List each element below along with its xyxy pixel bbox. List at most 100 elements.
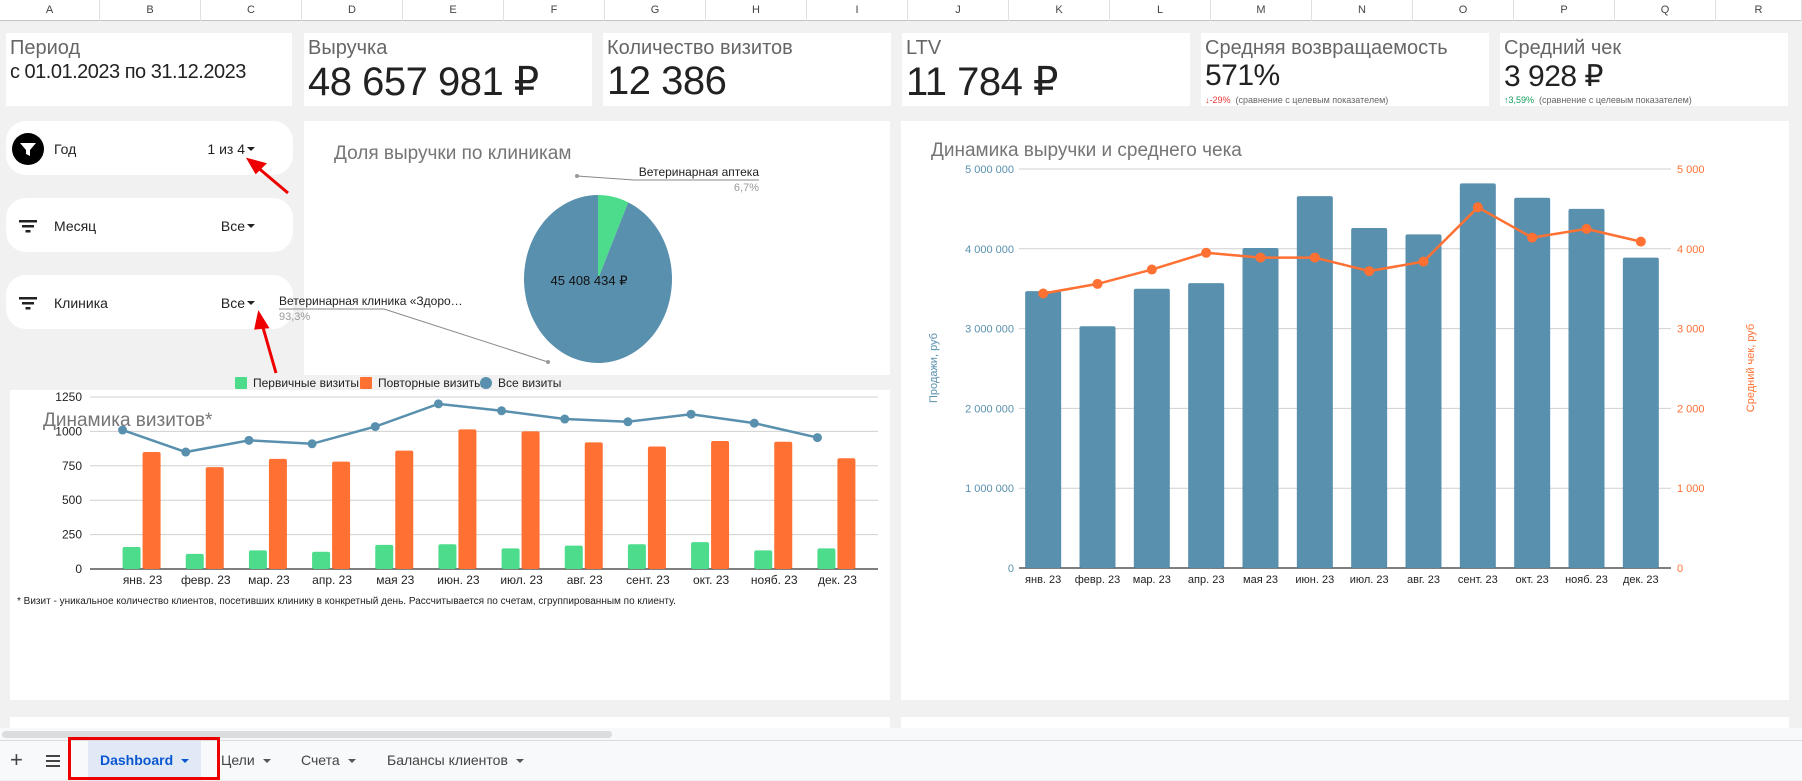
- filter-icon: [19, 220, 37, 233]
- revenue-chart-card: Динамика выручки и среднего чека 0 0 1 000…: [901, 121, 1789, 700]
- filter-month[interactable]: Месяц Все: [6, 198, 293, 252]
- tab-dashboard-label: Dashboard: [100, 752, 174, 768]
- line-all-visits: [122, 402, 818, 454]
- column-header-O[interactable]: O: [1413, 0, 1514, 21]
- pie-chart-card: Доля выручки по клиникам Ветеринарная ап…: [279, 121, 890, 375]
- arrow-annotation: [260, 323, 278, 374]
- bar-revenue: [1459, 183, 1496, 568]
- column-header-E[interactable]: E: [403, 0, 504, 21]
- kpi-period-card: Период с 01.01.2023 по 31.12.2023: [6, 33, 292, 106]
- bar-revenue: [1242, 248, 1279, 568]
- bar-repeat-visits: [711, 441, 730, 569]
- bar-revenue: [1188, 283, 1225, 568]
- column-header-I[interactable]: I: [807, 0, 908, 21]
- x-tick-label: окт. 23: [693, 573, 730, 587]
- legend-label: Первичные визиты: [253, 376, 359, 390]
- column-header-K[interactable]: K: [1009, 0, 1110, 21]
- column-header-B[interactable]: B: [100, 0, 201, 21]
- chevron-down-icon[interactable]: [247, 301, 255, 305]
- column-header-P[interactable]: P: [1514, 0, 1615, 21]
- column-header-F[interactable]: F: [504, 0, 605, 21]
- bar-revenue: [1079, 326, 1116, 568]
- filter-clinic-value[interactable]: Все: [220, 295, 245, 311]
- pie-chart-title: Доля выручки по клиникам: [334, 143, 572, 164]
- y-tick-label: 750: [62, 459, 82, 473]
- chevron-down-icon[interactable]: [247, 147, 255, 151]
- x-tick-label: сент. 23: [1458, 574, 1498, 586]
- y-tick-label: 5 000 000: [965, 164, 1014, 176]
- chevron-down-icon[interactable]: [347, 759, 356, 764]
- chevron-down-icon[interactable]: [247, 224, 255, 228]
- x-tick-label: апр. 23: [1188, 574, 1225, 586]
- y2-tick-label: 1 000: [1677, 483, 1705, 495]
- kpi-avg-check-value: 3 928 ₽: [1504, 60, 1604, 93]
- column-header-R[interactable]: R: [1716, 0, 1802, 21]
- tab-goals[interactable]: Цели: [221, 741, 271, 781]
- point-all-visits: [686, 409, 696, 419]
- tab-invoices-label: Счета: [301, 752, 340, 768]
- column-header-H[interactable]: H: [706, 0, 807, 21]
- point-all-visits: [497, 406, 507, 416]
- kpi-retention-value: 571%: [1205, 59, 1280, 92]
- tab-goals-label: Цели: [221, 752, 255, 768]
- pie-percent-label: 93,3%: [279, 311, 310, 323]
- tab-dashboard[interactable]: Dashboard: [88, 741, 202, 781]
- x-tick-label: мар. 23: [248, 573, 290, 587]
- filter-icon: [19, 297, 37, 310]
- kpi-visits-label: Количество визитов: [607, 37, 793, 59]
- bar-revenue: [1296, 196, 1333, 568]
- all-sheets-menu-icon[interactable]: [46, 755, 60, 767]
- y-tick-label: 2 000 000: [965, 403, 1014, 415]
- bar-repeat-visits: [205, 467, 224, 569]
- x-tick-label: дек. 23: [1623, 574, 1659, 586]
- filter-month-label: Месяц: [54, 218, 97, 234]
- filter-year-value[interactable]: 1 из 4: [207, 141, 245, 157]
- column-header-A[interactable]: A: [0, 0, 100, 21]
- column-header-M[interactable]: M: [1211, 0, 1312, 21]
- kpi-period-value: с 01.01.2023 по 31.12.2023: [10, 61, 246, 83]
- x-tick-label: июн. 23: [437, 573, 480, 587]
- x-tick-label: нояб. 23: [1565, 574, 1608, 586]
- chevron-down-icon[interactable]: [515, 759, 524, 764]
- column-header-Q[interactable]: Q: [1615, 0, 1716, 21]
- column-header-C[interactable]: C: [201, 0, 302, 21]
- bar-primary-visits: [122, 546, 141, 569]
- filter-month-value[interactable]: Все: [220, 218, 245, 234]
- x-tick-label: авг. 23: [567, 573, 603, 587]
- horizontal-scrollbar[interactable]: [0, 728, 1802, 740]
- chevron-down-icon[interactable]: [262, 759, 271, 764]
- pie-leader-dot: [575, 174, 579, 178]
- legend-swatch: [360, 377, 372, 389]
- bar-revenue: [1025, 291, 1062, 568]
- filter-clinic[interactable]: Клиника Все: [6, 275, 293, 329]
- kpi-avg-check-delta-row: ↑3,59% (сравнение с целевым показателем): [1504, 95, 1692, 105]
- visits-footnote: * Визит - уникальное количество клиентов…: [17, 596, 676, 607]
- column-header-L[interactable]: L: [1110, 0, 1211, 21]
- y-tick-label: 250: [62, 528, 82, 542]
- bar-primary-visits: [248, 550, 267, 569]
- point-all-visits: [560, 414, 570, 424]
- filter-year[interactable]: Год 1 из 4: [6, 121, 293, 175]
- point-all-visits: [244, 435, 254, 445]
- column-header-J[interactable]: J: [908, 0, 1009, 21]
- scrollbar-thumb[interactable]: [2, 731, 612, 738]
- visits-chart-card: Динамика визитов* 0 250 500 750 1000 1250 янв.…: [10, 376, 890, 700]
- column-header-D[interactable]: D: [302, 0, 403, 21]
- point-avg-check: [1201, 247, 1212, 258]
- bar-revenue: [1133, 288, 1170, 568]
- bar-repeat-visits: [837, 458, 856, 569]
- x-tick-label: февр. 23: [181, 573, 231, 587]
- chevron-down-icon[interactable]: [181, 759, 190, 764]
- tab-client-balances[interactable]: Балансы клиентов: [387, 741, 524, 781]
- point-all-visits: [370, 422, 380, 432]
- tab-invoices[interactable]: Счета: [301, 741, 356, 781]
- y2-tick-label: 2 000: [1677, 403, 1705, 415]
- add-sheet-icon[interactable]: +: [10, 747, 23, 772]
- legend-swatch: [235, 377, 247, 389]
- column-header-G[interactable]: G: [605, 0, 706, 21]
- bar-revenue: [1351, 228, 1388, 568]
- bar-repeat-visits: [142, 452, 161, 569]
- tab-client-balances-label: Балансы клиентов: [387, 752, 508, 768]
- kpi-visits-value: 12 386: [607, 59, 727, 103]
- column-header-N[interactable]: N: [1312, 0, 1413, 21]
